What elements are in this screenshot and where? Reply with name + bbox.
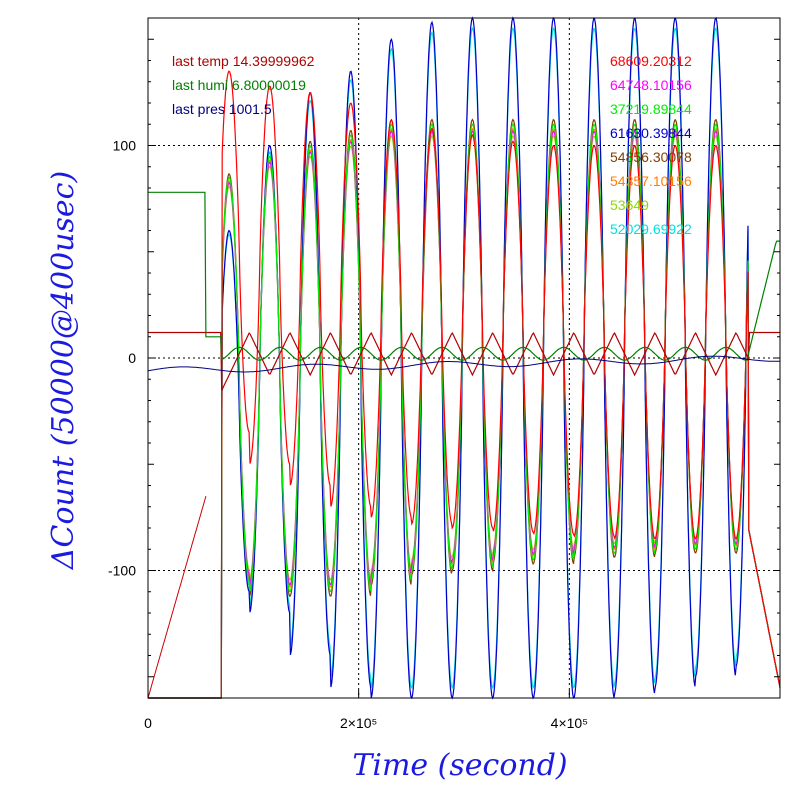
x-tick-label-0: 0 [144, 715, 152, 731]
left-annotation-2: last pres 1001.5 [172, 101, 272, 117]
y-axis-title: ΔCount (50000@400usec) [46, 171, 81, 570]
right-annotation-4: 54856.30078 [610, 149, 692, 165]
x-tick-label-2: 4×10⁵ [551, 715, 588, 731]
x-axis-title: Time (second) [352, 748, 567, 783]
left-annotation-0: last temp 14.39999962 [172, 53, 315, 69]
series-line-0 [148, 70, 781, 699]
y-tick-label-2: -100 [108, 563, 136, 579]
temp-line [148, 331, 780, 391]
series-line-4 [148, 118, 781, 699]
humi-line [148, 191, 780, 361]
left-annotations: last temp 14.39999962 last humi 6.8000001… [172, 53, 315, 117]
pres-line [147, 355, 781, 373]
count-ramp-line [147, 495, 207, 699]
x-tick-label-1: 2×10⁵ [340, 715, 377, 731]
series-line-3 [148, 16, 781, 700]
y-tick-label-0: 100 [113, 138, 137, 154]
right-annotation-5: 54357.10156 [610, 173, 692, 189]
right-annotation-1: 64748.10156 [610, 77, 692, 93]
right-annotation-6: 53649 [610, 197, 649, 213]
right-annotation-0: 68609.20312 [610, 53, 692, 69]
right-annotations: 68609.20312 64748.10156 37219.89844 61630.3… [610, 53, 692, 237]
y-tick-label-1: 0 [128, 350, 136, 366]
right-annotation-2: 37219.89844 [610, 101, 692, 117]
ticks: 0 2×10⁵ 4×10⁵ 100 0 -100 [108, 38, 780, 731]
left-annotation-1: last humi 6.80000019 [172, 77, 306, 93]
right-annotation-7: 52029.69922 [610, 221, 692, 237]
right-annotation-3: 61630.39844 [610, 125, 692, 141]
series-group [147, 16, 781, 700]
